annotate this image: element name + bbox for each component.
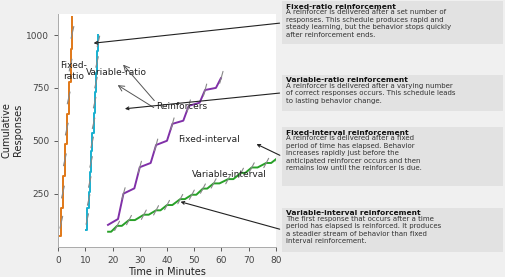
Text: Fixed-ratio reinforcement: Fixed-ratio reinforcement xyxy=(286,4,395,10)
Text: A reinforcer is delivered after a fixed
period of time has elapsed. Behavior
inc: A reinforcer is delivered after a fixed … xyxy=(286,135,422,171)
Text: Variable-interval reinforcement: Variable-interval reinforcement xyxy=(286,210,420,216)
Text: Fixed-
ratio: Fixed- ratio xyxy=(60,61,86,81)
X-axis label: Time in Minutes: Time in Minutes xyxy=(128,267,206,277)
Text: Fixed-interval reinforcement: Fixed-interval reinforcement xyxy=(286,130,408,136)
Text: Variable-ratio: Variable-ratio xyxy=(86,68,147,77)
Text: A reinforcer is delivered after a set number of
responses. This schedule produce: A reinforcer is delivered after a set nu… xyxy=(286,9,450,38)
Text: Variable-interval: Variable-interval xyxy=(191,170,266,179)
Text: Fixed-interval: Fixed-interval xyxy=(178,135,239,144)
Text: The first response that occurs after a time
period has elapsed is reinforced. It: The first response that occurs after a t… xyxy=(286,216,441,244)
Y-axis label: Cumulative
Responses: Cumulative Responses xyxy=(2,102,23,158)
Text: A reinforcer is delivered after a varying number
of correct responses occurs. Th: A reinforcer is delivered after a varyin… xyxy=(286,83,455,104)
Text: Reinforcers: Reinforcers xyxy=(156,102,207,111)
Text: Variable-ratio reinforcement: Variable-ratio reinforcement xyxy=(286,77,408,83)
